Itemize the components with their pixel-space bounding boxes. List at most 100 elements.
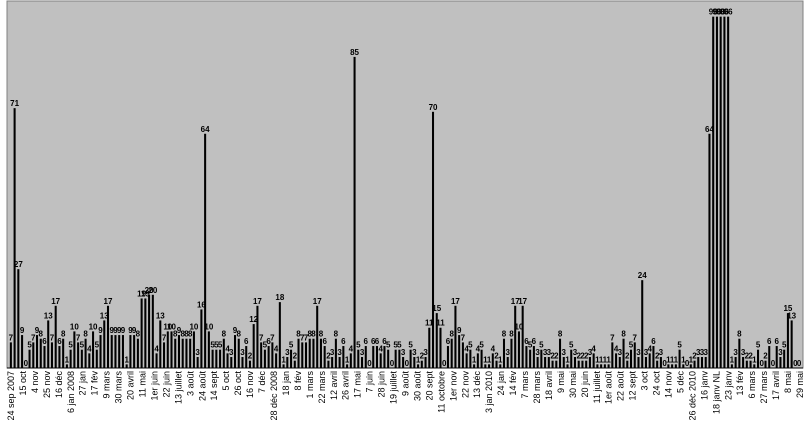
- data-label: 8: [61, 330, 66, 339]
- bar: [611, 342, 614, 368]
- bar: [181, 338, 184, 368]
- bar: [35, 335, 39, 368]
- data-label: 3: [636, 348, 641, 357]
- data-label: 9: [113, 326, 118, 335]
- bar: [585, 360, 588, 368]
- bar: [618, 357, 621, 368]
- bars-layer: [9, 16, 793, 369]
- bar: [641, 280, 644, 368]
- data-label: 6: [244, 337, 249, 346]
- data-label: 4: [87, 344, 92, 353]
- bar: [275, 353, 278, 368]
- data-label: 3: [741, 348, 746, 357]
- x-tick-label: 8 fév: [293, 371, 303, 391]
- data-label: 8: [173, 330, 178, 339]
- data-label: 1: [670, 355, 675, 364]
- bar: [461, 342, 464, 368]
- data-label: 6: [382, 337, 387, 346]
- bar: [529, 349, 532, 368]
- data-label: 9: [117, 326, 122, 335]
- data-label: 5: [214, 341, 219, 350]
- data-label: 8: [237, 330, 242, 339]
- bar: [783, 349, 786, 368]
- data-label: 8: [311, 330, 316, 339]
- x-tick-label: 20 juin: [580, 371, 590, 398]
- bar: [417, 364, 420, 368]
- data-label: 1: [345, 355, 350, 364]
- bar: [446, 346, 449, 368]
- data-label: 3: [412, 348, 417, 357]
- bar: [581, 360, 584, 368]
- data-label: 3: [423, 348, 428, 357]
- bar: [753, 364, 756, 368]
- bar: [47, 320, 50, 368]
- data-label: 2: [248, 352, 253, 361]
- data-label: 9: [132, 326, 137, 335]
- bar: [185, 338, 188, 368]
- data-label: 3: [547, 348, 552, 357]
- bar: [551, 360, 554, 368]
- bar: [260, 342, 263, 368]
- bar: [361, 357, 364, 368]
- data-label: 17: [253, 297, 262, 306]
- data-label: 9: [457, 326, 462, 335]
- bar: [637, 357, 640, 368]
- bar: [338, 357, 341, 368]
- bar: [118, 335, 121, 368]
- data-label: 2: [584, 352, 589, 361]
- bar: [43, 346, 46, 368]
- x-tick-label: 13 juillet: [173, 371, 183, 405]
- bar: [293, 360, 296, 368]
- bar: [745, 360, 748, 368]
- bar: [271, 342, 274, 368]
- data-label: 1: [752, 355, 757, 364]
- bar: [241, 357, 244, 368]
- x-tick-label: 28 déc 2008: [269, 371, 279, 421]
- data-label: 4: [464, 344, 469, 353]
- data-label: 9: [110, 326, 115, 335]
- data-label: 17: [511, 297, 520, 306]
- bar: [222, 338, 225, 368]
- bar: [742, 357, 745, 368]
- bar: [424, 357, 427, 368]
- bar: [319, 338, 322, 368]
- bar: [129, 335, 132, 368]
- data-label: 1: [666, 355, 671, 364]
- x-tick-label: 9 mai: [556, 371, 566, 393]
- bar: [398, 349, 401, 368]
- data-label: 7: [162, 333, 167, 342]
- bar: [547, 357, 550, 368]
- data-label: 8: [334, 330, 339, 339]
- x-tick-label: 20 sept: [424, 371, 434, 401]
- bar: [331, 357, 334, 368]
- x-tick-label: 20 avril: [126, 371, 136, 400]
- bar: [544, 357, 547, 368]
- bar: [166, 331, 169, 368]
- bar: [133, 335, 136, 368]
- data-label: 15: [432, 304, 441, 313]
- data-label: 4: [225, 344, 230, 353]
- data-label: 3: [535, 348, 540, 357]
- data-label: 6: [364, 337, 369, 346]
- data-label: 20: [148, 286, 157, 295]
- bar: [357, 349, 360, 368]
- data-label: 4: [647, 344, 652, 353]
- x-tick-label: 26 oct: [233, 371, 243, 396]
- data-label: 10: [163, 322, 172, 331]
- bar: [682, 364, 685, 368]
- bar: [267, 346, 270, 368]
- data-label: 3: [659, 348, 664, 357]
- x-tick-label: 11 octobre: [436, 371, 446, 413]
- data-label: 1: [730, 355, 735, 364]
- data-label: 5: [756, 341, 761, 350]
- data-label: 1: [674, 355, 679, 364]
- bar: [144, 298, 147, 368]
- data-label: 5: [218, 341, 223, 350]
- bar: [484, 364, 487, 368]
- x-tick-label: 1er août: [604, 371, 614, 405]
- data-label: 96: [712, 8, 721, 17]
- data-label: 8: [509, 330, 514, 339]
- bar: [252, 324, 255, 368]
- data-label: 5: [393, 341, 398, 350]
